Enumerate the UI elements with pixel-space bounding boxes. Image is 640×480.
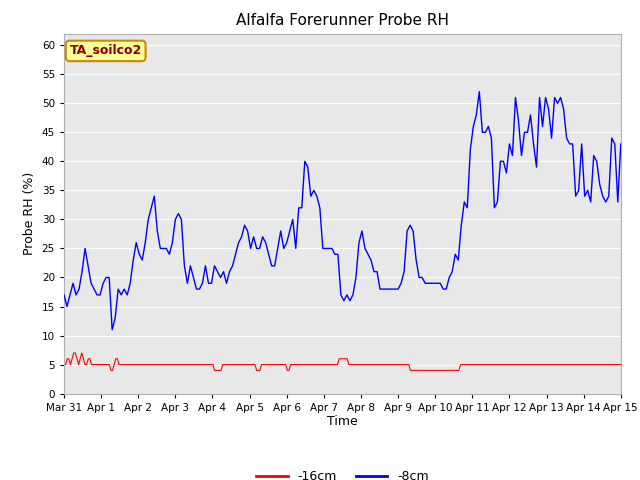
Legend: -16cm, -8cm: -16cm, -8cm [252,465,433,480]
Text: TA_soilco2: TA_soilco2 [70,44,142,58]
Title: Alfalfa Forerunner Probe RH: Alfalfa Forerunner Probe RH [236,13,449,28]
Y-axis label: Probe RH (%): Probe RH (%) [23,172,36,255]
X-axis label: Time: Time [327,415,358,429]
